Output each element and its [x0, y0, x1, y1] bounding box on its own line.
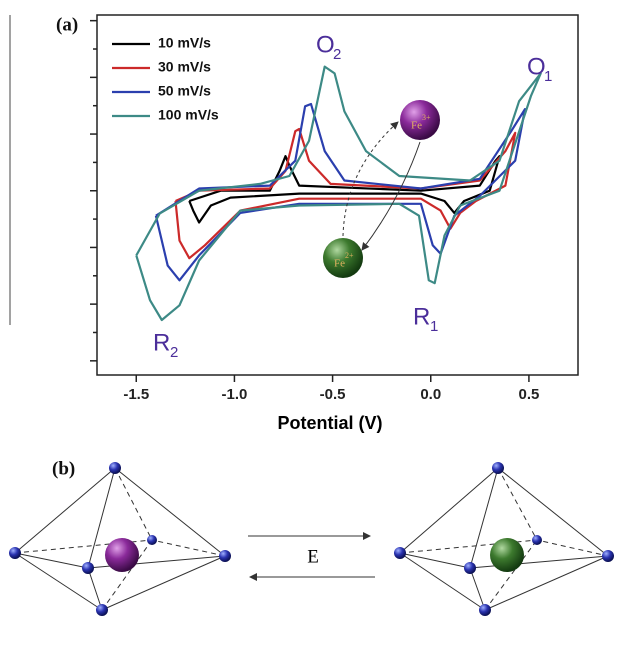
panel-label: (a)	[56, 14, 78, 35]
x-tick-label: -1.5	[123, 386, 149, 403]
legend-label: 100 mV/s	[158, 107, 219, 123]
peak-label: O	[316, 31, 335, 58]
ion-symbol: Fe	[411, 120, 422, 132]
fe2-ion	[490, 538, 524, 572]
legend-label: 50 mV/s	[158, 83, 211, 99]
x-tick-label: -1.0	[221, 386, 247, 403]
ion-charge: 2+	[345, 251, 354, 260]
redox-arrow	[343, 122, 398, 236]
peak-label-subscript: 1	[544, 68, 552, 85]
legend-label: 30 mV/s	[158, 59, 211, 75]
octahedra-diagram: (b) E	[9, 458, 614, 616]
panel-label: (b)	[52, 458, 75, 479]
ion-symbol: Fe	[334, 258, 345, 270]
peak-label-subscript: 2	[333, 46, 341, 63]
redox-arrow	[362, 142, 420, 250]
peak-label-subscript: 1	[430, 318, 438, 335]
arrow-label: E	[307, 546, 319, 567]
x-axis-label: Potential (V)	[277, 413, 382, 433]
peak-label-subscript: 2	[170, 344, 178, 361]
figure: (a) Potential (V) (b) E -1.5 -1.0 -0.5 0.0 0…	[0, 0, 617, 646]
x-tick-label: 0.0	[420, 386, 441, 403]
fe3-ion	[105, 538, 139, 572]
x-tick-label: -0.5	[320, 386, 346, 403]
peak-label: R	[153, 329, 170, 356]
x-tick-label: 0.5	[518, 386, 539, 403]
legend-label: 10 mV/s	[158, 35, 211, 51]
peak-label: O	[527, 53, 546, 80]
peak-label: R	[413, 303, 430, 330]
ion-charge: 3+	[422, 113, 431, 122]
